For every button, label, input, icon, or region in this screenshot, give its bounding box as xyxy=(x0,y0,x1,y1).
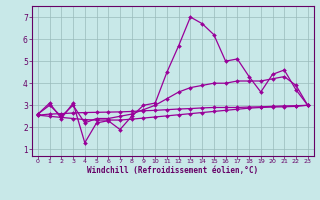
X-axis label: Windchill (Refroidissement éolien,°C): Windchill (Refroidissement éolien,°C) xyxy=(87,166,258,175)
